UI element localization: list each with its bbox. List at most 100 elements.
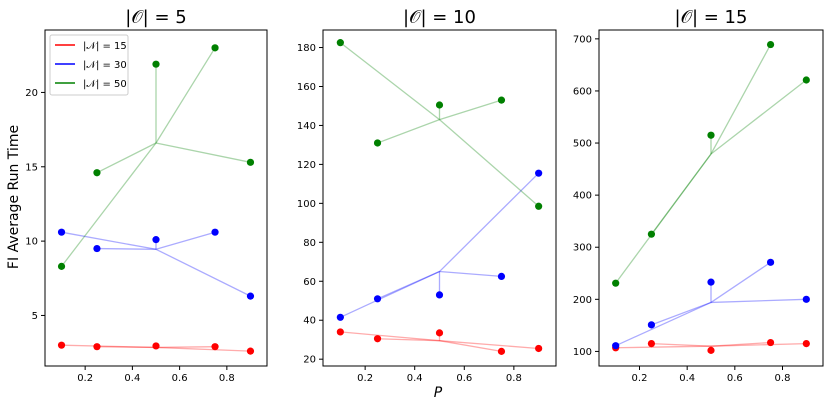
series-2-link-4 xyxy=(155,231,216,250)
series-2-point-1 xyxy=(612,342,620,350)
series-1-link-4 xyxy=(710,341,771,347)
y-tick-label-3: 15 xyxy=(25,162,38,173)
series-1-link-5 xyxy=(710,342,807,347)
x-tick-label-4: 0.8 xyxy=(775,373,791,384)
panel-3-frame xyxy=(598,29,824,367)
x-tick-label-2: 0.4 xyxy=(679,373,695,384)
series-3-link-2 xyxy=(650,153,712,235)
series-2-point-4 xyxy=(766,258,775,266)
legend: |𝒩| = 15 |𝒩| = 30 |𝒩| = 50 xyxy=(49,34,129,96)
y-tick-label-1: 5 xyxy=(32,311,38,322)
series-3-point-2 xyxy=(647,230,656,238)
series-2-point-2 xyxy=(93,244,101,253)
panel-1-frame xyxy=(44,29,268,367)
series-1-point-5 xyxy=(802,340,810,348)
series-3-link-1 xyxy=(615,153,712,284)
x-axis-label: P xyxy=(434,385,443,401)
x-tick-label-2: 0.4 xyxy=(124,373,140,384)
x-tick-label-4: 0.8 xyxy=(219,373,235,384)
series-1-point-3 xyxy=(707,346,715,354)
legend-frame xyxy=(49,34,129,96)
series-3-point-3 xyxy=(435,101,444,109)
series-3-point-2 xyxy=(93,169,101,177)
series-2-point-5 xyxy=(802,295,810,303)
series-3-link-2 xyxy=(96,142,157,174)
y-tick-label-5: 100 xyxy=(297,199,316,210)
series-3-point-5 xyxy=(535,202,543,210)
series-2-point-4 xyxy=(497,272,506,280)
series-1-link-5 xyxy=(439,340,539,350)
series-2-link-2 xyxy=(96,247,157,250)
y-tick-label-4: 80 xyxy=(303,238,316,249)
y-tick-label-4: 400 xyxy=(573,191,592,202)
y-tick-label-3: 60 xyxy=(303,277,316,288)
panel-2-frame xyxy=(322,29,557,367)
x-tick-label-3: 0.6 xyxy=(456,373,472,384)
series-2-link-1 xyxy=(61,231,157,250)
legend-entry-n50: |𝒩| = 50 xyxy=(55,79,127,90)
series-2-point-5 xyxy=(246,292,255,300)
series-2-link-5 xyxy=(439,172,540,272)
series-3-point-3 xyxy=(707,131,715,139)
series-3-point-1 xyxy=(336,39,344,47)
x-tick-label-4: 0.8 xyxy=(506,373,522,384)
series-2-point-2 xyxy=(373,295,382,303)
x-tick-label-1: 0.2 xyxy=(632,373,648,384)
series-3-link-1 xyxy=(339,42,440,121)
series-3-link-2 xyxy=(377,118,440,144)
series-2-point-4 xyxy=(211,228,219,236)
series-2-link-4 xyxy=(710,261,771,303)
series-1-link-4 xyxy=(155,346,216,349)
series-2-link-2 xyxy=(377,270,440,300)
series-3-point-4 xyxy=(211,44,219,52)
series-3-point-4 xyxy=(766,40,775,49)
series-2-point-1 xyxy=(336,313,344,321)
y-tick-label-2: 10 xyxy=(25,237,38,248)
series-3-point-2 xyxy=(373,139,382,147)
y-tick-label-2: 40 xyxy=(303,316,316,327)
series-1-link-5 xyxy=(155,346,251,352)
series-2-point-3 xyxy=(152,236,160,244)
y-tick-label-6: 600 xyxy=(573,86,592,97)
series-1-link-1 xyxy=(615,345,712,349)
series-3-point-4 xyxy=(497,96,506,104)
y-tick-label-5: 500 xyxy=(573,139,592,150)
series-1-point-2 xyxy=(647,340,656,348)
x-tick-label-1: 0.2 xyxy=(77,373,93,384)
y-tick-label-8: 160 xyxy=(297,82,316,93)
x-tick-label-3: 0.6 xyxy=(172,373,188,384)
legend-label-n30: |𝒩| = 30 xyxy=(83,60,127,71)
series-3-link-4 xyxy=(155,47,216,144)
y-tick-label-1: 20 xyxy=(303,355,316,366)
series-2-link-1 xyxy=(340,270,440,318)
series-1-link-1 xyxy=(340,331,440,342)
series-3-link-4 xyxy=(439,99,502,121)
series-3-link-1 xyxy=(61,142,157,267)
series-1-point-5 xyxy=(535,344,543,353)
legend-label-n15: |𝒩| = 15 xyxy=(83,41,127,52)
series-2-point-2 xyxy=(647,321,656,329)
series-2-link-1 xyxy=(615,301,712,347)
series-2-link-5 xyxy=(710,298,807,304)
series-1-link-4 xyxy=(439,340,502,353)
series-1-point-2 xyxy=(373,335,382,343)
series-3-link-4 xyxy=(710,44,772,155)
series-2-link-5 xyxy=(155,248,251,297)
x-tick-label-2: 0.4 xyxy=(407,373,423,384)
legend-entry-n30: |𝒩| = 30 xyxy=(55,60,127,71)
series-1-point-4 xyxy=(211,343,219,351)
panel-3-title: |𝒪| = 15 xyxy=(675,7,748,28)
panel-2-title: |𝒪| = 10 xyxy=(403,7,476,28)
legend-label-n50: |𝒩| = 50 xyxy=(83,79,127,90)
series-1-link-1 xyxy=(61,344,157,349)
series-1-point-3 xyxy=(152,342,160,350)
y-tick-label-7: 140 xyxy=(297,121,316,132)
y-axis-label: FI Average Run Time xyxy=(6,125,22,269)
y-tick-label-2: 200 xyxy=(573,295,592,306)
series-1-link-2 xyxy=(96,346,157,349)
y-tick-label-1: 100 xyxy=(573,347,592,358)
x-tick-label-3: 0.6 xyxy=(727,373,743,384)
series-1-point-4 xyxy=(766,338,775,347)
series-3-point-3 xyxy=(152,60,160,68)
